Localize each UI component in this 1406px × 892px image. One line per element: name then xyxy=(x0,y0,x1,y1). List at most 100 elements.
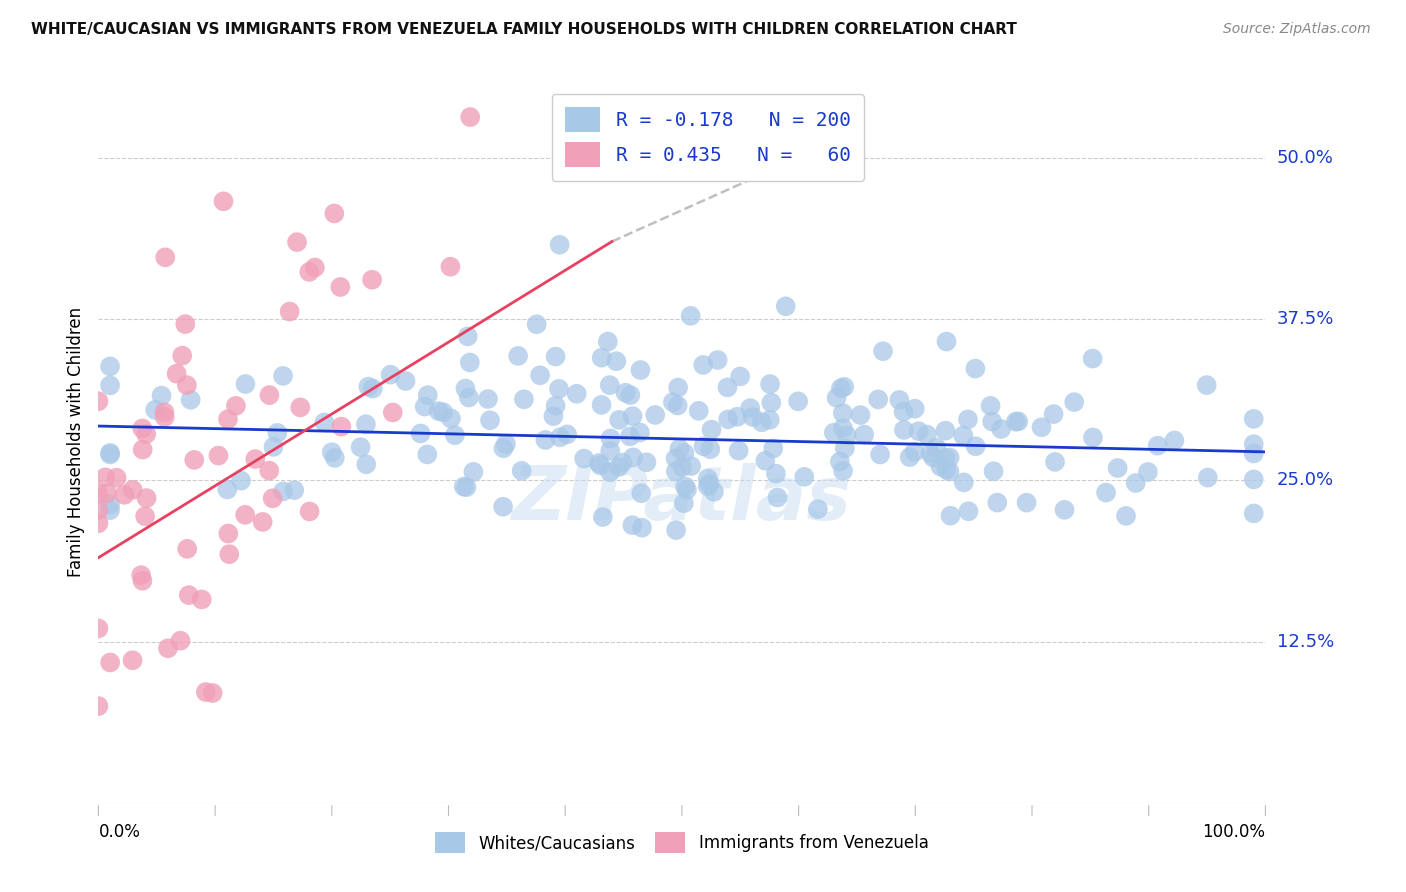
Point xyxy=(155,250,177,264)
Point xyxy=(699,442,721,457)
Point xyxy=(696,471,718,485)
Point xyxy=(679,309,702,323)
Point xyxy=(1146,439,1168,453)
Point xyxy=(354,458,377,472)
Point xyxy=(257,464,280,478)
Point xyxy=(121,483,143,497)
Point xyxy=(1004,415,1026,429)
Point xyxy=(508,349,530,363)
Point xyxy=(700,423,723,437)
Point xyxy=(952,428,974,442)
Text: Source: ZipAtlas.com: Source: ZipAtlas.com xyxy=(1223,22,1371,37)
Point xyxy=(716,380,738,394)
Point xyxy=(591,351,613,365)
Point xyxy=(621,450,644,465)
Point xyxy=(662,395,685,409)
Point xyxy=(416,447,439,461)
Point xyxy=(349,440,371,454)
Point xyxy=(572,451,595,466)
Point xyxy=(614,385,637,400)
Point xyxy=(454,382,477,396)
Point xyxy=(591,398,613,412)
Point xyxy=(793,470,815,484)
Point xyxy=(832,421,855,435)
Point xyxy=(135,427,157,442)
Point xyxy=(1031,420,1053,434)
Point xyxy=(252,515,274,529)
Point xyxy=(599,465,621,479)
Text: 50.0%: 50.0% xyxy=(1277,149,1333,167)
Point xyxy=(1095,485,1118,500)
Point xyxy=(929,459,952,474)
Point xyxy=(298,504,321,518)
Point xyxy=(544,399,567,413)
Point xyxy=(94,470,117,484)
Point xyxy=(766,491,789,505)
Point xyxy=(245,452,267,467)
Point xyxy=(413,400,436,414)
Point xyxy=(1107,461,1129,475)
Point xyxy=(479,413,502,427)
Point xyxy=(628,425,651,440)
Point xyxy=(761,395,783,409)
Point xyxy=(965,361,987,376)
Point xyxy=(323,206,346,220)
Point xyxy=(935,462,957,476)
Point xyxy=(87,699,110,714)
Point xyxy=(323,450,346,465)
Point xyxy=(394,374,416,388)
Point xyxy=(321,445,343,459)
Point xyxy=(957,504,980,518)
Point xyxy=(229,474,252,488)
Y-axis label: Family Households with Children: Family Households with Children xyxy=(66,307,84,576)
Point xyxy=(492,442,515,456)
Point xyxy=(751,415,773,429)
Point xyxy=(330,419,353,434)
Point xyxy=(150,388,173,402)
Point xyxy=(671,460,693,475)
Point xyxy=(409,426,432,441)
Point xyxy=(762,442,785,456)
Point xyxy=(212,194,235,209)
Point xyxy=(463,465,485,479)
Point xyxy=(664,451,686,466)
Point xyxy=(1042,407,1064,421)
Point xyxy=(534,433,557,447)
Point xyxy=(893,404,915,418)
Point xyxy=(129,568,152,582)
Point xyxy=(1081,430,1104,444)
Point xyxy=(938,465,960,479)
Point xyxy=(765,467,787,481)
Point xyxy=(665,523,688,537)
Point xyxy=(830,381,852,395)
Point xyxy=(889,392,911,407)
Point xyxy=(477,392,499,406)
Point xyxy=(440,411,463,425)
Point xyxy=(612,456,634,470)
Point xyxy=(298,265,321,279)
Point xyxy=(380,368,402,382)
Point xyxy=(225,399,247,413)
Point xyxy=(903,444,925,458)
Point xyxy=(699,476,721,491)
Point xyxy=(529,368,551,383)
Point xyxy=(456,480,478,494)
Point xyxy=(457,391,479,405)
Point xyxy=(915,427,938,442)
Point xyxy=(754,453,776,467)
Point xyxy=(135,491,157,505)
Point xyxy=(692,439,714,453)
Point xyxy=(87,503,110,517)
Point xyxy=(621,518,644,533)
Point xyxy=(143,402,166,417)
Point xyxy=(544,350,567,364)
Point xyxy=(98,359,121,374)
Text: ZIPatlas: ZIPatlas xyxy=(512,463,852,536)
Point xyxy=(717,412,740,426)
Point xyxy=(630,363,652,377)
Text: 25.0%: 25.0% xyxy=(1277,471,1334,489)
Point xyxy=(416,388,439,402)
Point xyxy=(920,446,942,460)
Point xyxy=(588,456,610,470)
Text: 0.0%: 0.0% xyxy=(98,823,141,841)
